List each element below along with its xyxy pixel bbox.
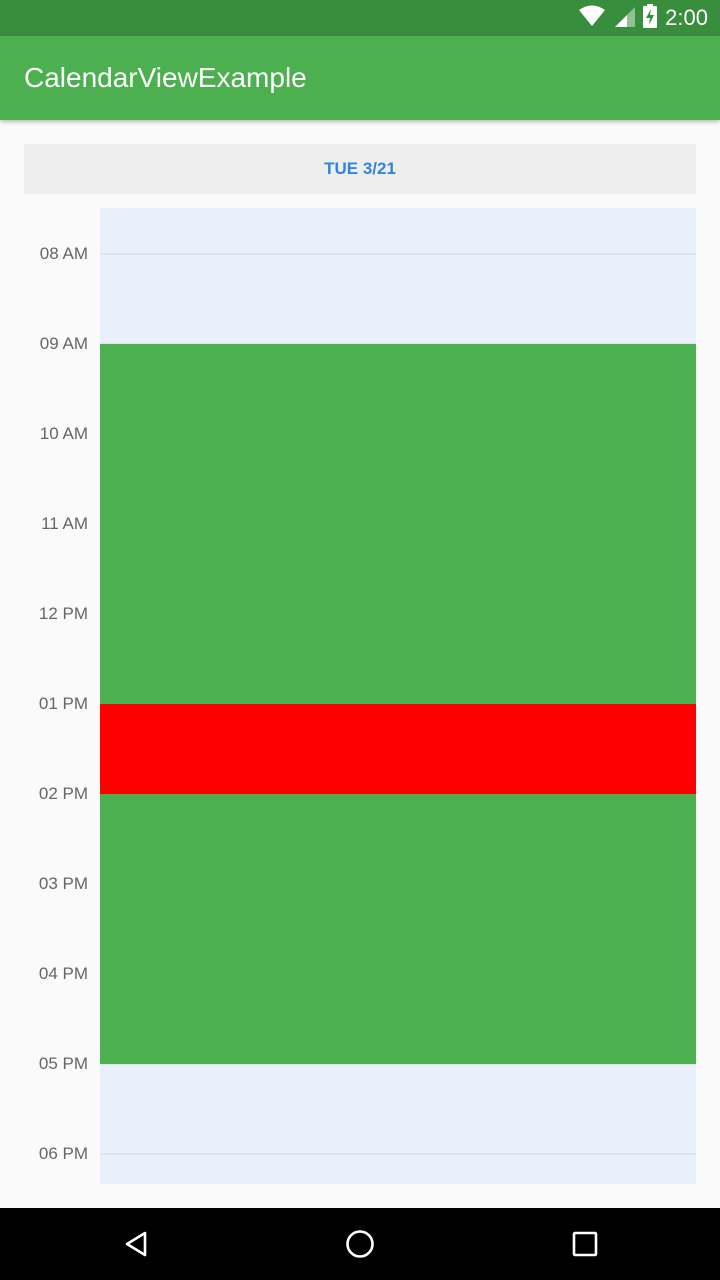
hour-label: 05 PM	[38, 1054, 88, 1073]
home-button[interactable]	[340, 1224, 380, 1264]
app-title: CalendarViewExample	[24, 62, 307, 93]
hour-label: 03 PM	[38, 874, 88, 893]
cell-signal-icon	[613, 5, 636, 32]
status-icons: 2:00	[579, 0, 708, 36]
hour-label: 10 AM	[39, 424, 88, 443]
calendar-event-block[interactable]	[100, 794, 696, 1064]
hour-label: 11 AM	[41, 514, 88, 533]
app-bar: CalendarViewExample	[0, 36, 720, 120]
status-time: 2:00	[665, 5, 708, 30]
hour-label: 04 PM	[38, 964, 88, 983]
home-icon	[346, 1230, 374, 1258]
calendar-grid[interactable]	[100, 208, 696, 1184]
back-icon	[125, 1231, 147, 1257]
hour-label: 09 AM	[39, 334, 88, 353]
hour-label: 08 AM	[39, 244, 88, 263]
back-button[interactable]	[116, 1224, 156, 1264]
calendar-event-block[interactable]	[100, 704, 696, 794]
hour-gridline	[100, 253, 696, 255]
recents-icon	[572, 1231, 598, 1257]
day-header[interactable]: TUE 3/21	[24, 144, 696, 194]
battery-charging-icon	[643, 3, 658, 33]
wifi-icon	[579, 5, 606, 32]
hour-label: 12 PM	[38, 604, 88, 623]
navigation-bar	[0, 1208, 720, 1280]
hour-label: 02 PM	[38, 784, 88, 803]
hour-label: 01 PM	[38, 694, 88, 713]
recents-button[interactable]	[565, 1224, 605, 1264]
hour-label: 06 PM	[38, 1144, 88, 1163]
status-bar: 2:00	[0, 0, 720, 36]
hour-gridline	[100, 1153, 696, 1155]
calendar-event-block[interactable]	[100, 344, 696, 704]
day-label: TUE 3/21	[324, 159, 396, 178]
hour-gridline	[100, 1063, 696, 1065]
